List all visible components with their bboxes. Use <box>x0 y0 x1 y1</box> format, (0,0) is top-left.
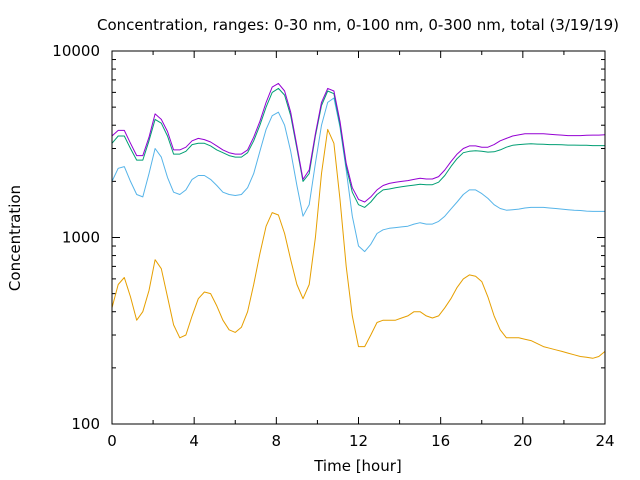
x-tick-label-16: 16 <box>431 432 450 450</box>
axis-ticks: 0 4 8 12 16 20 24 100 1000 10000 <box>52 42 614 450</box>
x-tick-label-8: 8 <box>272 432 282 450</box>
x-tick-label-4: 4 <box>189 432 199 450</box>
x-tick-label-24: 24 <box>595 432 614 450</box>
series-layer <box>111 82 606 359</box>
series-line-3 <box>111 87 605 208</box>
series-line-1 <box>111 128 606 359</box>
x-tick-label-20: 20 <box>513 432 532 450</box>
y-tick-label-1000: 1000 <box>62 229 100 247</box>
series-line-4 <box>111 82 606 203</box>
chart-title: Concentration, ranges: 0-30 nm, 0-100 nm… <box>97 16 619 34</box>
y-axis-label: Concentration <box>6 185 24 291</box>
x-axis-label: Time [hour] <box>313 457 402 475</box>
y-tick-label-100: 100 <box>71 415 100 433</box>
x-tick-label-12: 12 <box>349 432 368 450</box>
x-tick-label-0: 0 <box>107 432 117 450</box>
series-line-2 <box>111 97 605 253</box>
y-tick-label-10000: 10000 <box>52 42 100 60</box>
plot-frame <box>111 50 606 425</box>
